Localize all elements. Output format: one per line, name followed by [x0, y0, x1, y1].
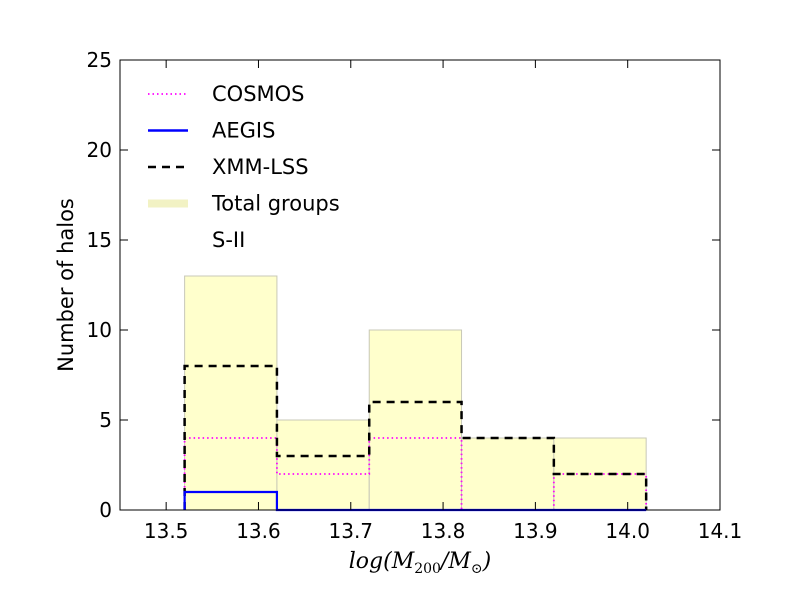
x-axis-label-part-2: /M [439, 549, 471, 574]
legend-label-total-groups: Total groups [211, 192, 340, 216]
y-tick-label-1: 5 [99, 408, 112, 432]
x-tick-label-2: 13.7 [329, 519, 374, 543]
legend: COSMOS AEGIS XMM-LSS Total groups S-II [148, 82, 340, 252]
total-groups-bar-0 [184, 275, 278, 511]
x-axis-label-part-4: ) [482, 549, 492, 574]
legend-label-s-ii: S-II [212, 228, 245, 252]
series-line-xmm-lss [183, 364, 648, 510]
x-axis-label-part-3: ⊙ [471, 561, 483, 577]
x-axis-label: log(M200/M⊙) [349, 549, 492, 577]
y-axis-label: Number of halos [54, 198, 78, 372]
y-tick-label-3: 15 [87, 228, 112, 252]
axis-ticks: 13.5 13.6 13.7 13.8 13.9 14.0 14.1 0 5 10 15 20 25 [87, 48, 743, 543]
total-groups-bar-2 [368, 329, 463, 511]
x-tick-label-6: 14.1 [698, 519, 743, 543]
x-axis-label-part-0: log(M [349, 549, 415, 574]
total-groups-bar-1 [276, 419, 370, 511]
legend-label-cosmos: COSMOS [212, 82, 305, 106]
x-tick-label-1: 13.6 [236, 519, 281, 543]
legend-swatch-total-groups [148, 199, 188, 208]
plot-frame [119, 59, 721, 511]
x-tick-label-4: 13.9 [513, 519, 558, 543]
legend-label-xmm-lss: XMM-LSS [212, 155, 309, 179]
series-line-cosmos [183, 437, 648, 511]
y-tick-label-4: 20 [87, 138, 112, 162]
y-tick-label-5: 25 [87, 48, 112, 72]
x-tick-label-5: 14.0 [605, 519, 650, 543]
legend-label-aegis: AEGIS [212, 119, 275, 143]
x-tick-label-0: 13.5 [144, 519, 189, 543]
y-tick-label-2: 10 [87, 318, 112, 342]
x-axis-label-part-1: 200 [414, 561, 441, 577]
x-tick-label-3: 13.8 [421, 519, 466, 543]
y-tick-label-0: 0 [99, 498, 112, 522]
total-groups-bar-3 [461, 437, 555, 511]
